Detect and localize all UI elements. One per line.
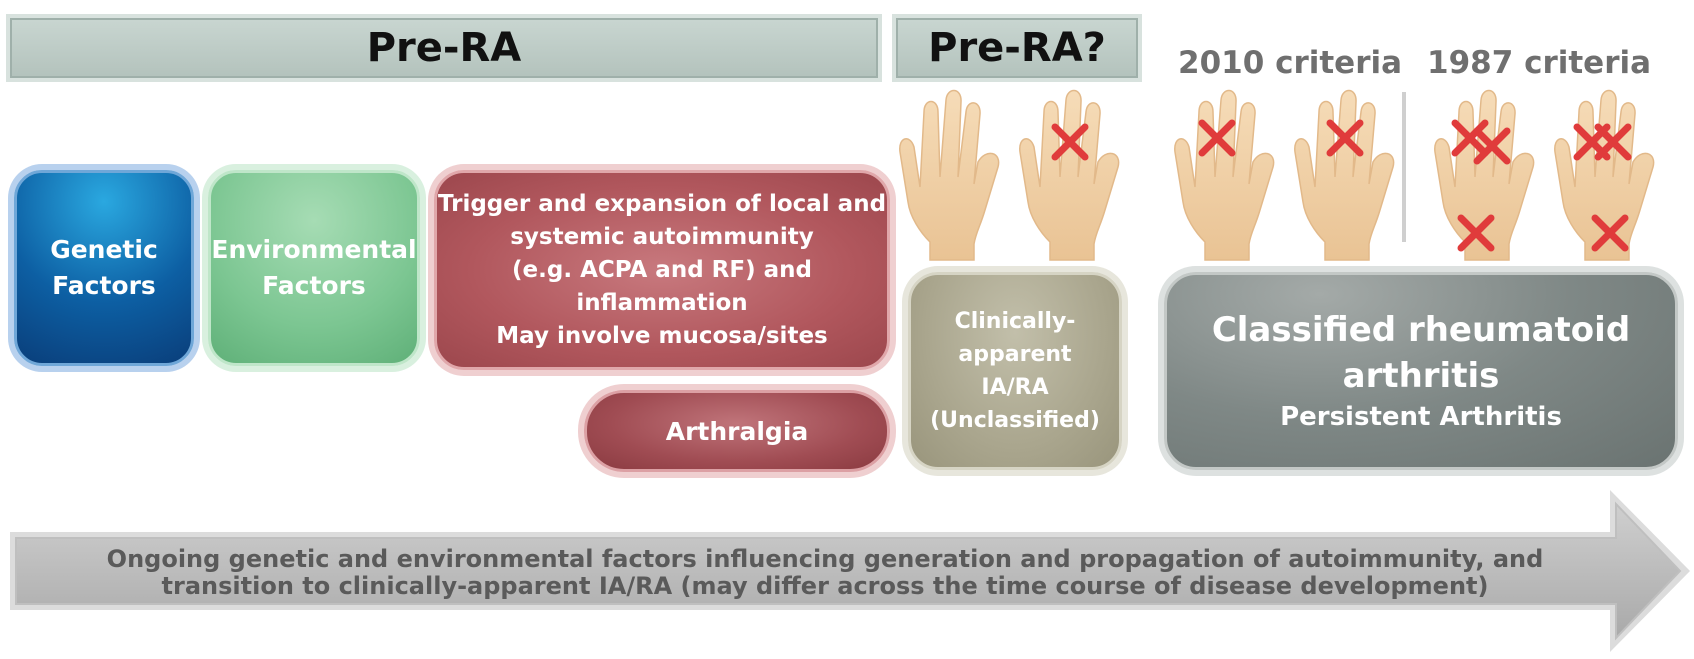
banner-pre-ra-question-label: Pre-RA? [928,25,1106,71]
trigger-line-2: systemic autoimmunity [510,223,814,250]
classified-ra-box: Classified rheumatoid arthritis Persiste… [1164,272,1678,470]
clinically-line-1: Clinically- [954,309,1076,334]
genetic-factors-box: Genetic Factors [14,170,194,366]
hands-illustration [899,89,1655,261]
hand-icon [1294,89,1395,261]
banner-pre-ra-question: Pre-RA? [892,14,1142,82]
arthralgia-box: Arthralgia [584,390,890,472]
hand-icon [899,89,1000,261]
clinically-line-4: (Unclassified) [930,408,1100,433]
trigger-line-1: Trigger and expansion of local and [437,190,887,217]
genetic-line-1: Genetic [50,235,158,264]
arthralgia-label: Arthralgia [665,416,809,446]
clinically-line-3: IA/RA [981,375,1049,400]
timeline-arrow-text: Ongoing genetic and environmental factor… [60,546,1590,600]
clinically-apparent-box: Clinically- apparent IA/RA (Unclassified… [908,272,1122,470]
hand-icon [1174,89,1275,261]
criteria-divider [1402,92,1406,242]
environmental-factors-box: Environmental Factors [208,170,420,366]
hand-icon [1019,89,1120,261]
environmental-line-2: Factors [262,271,366,300]
classified-line-3: Persistent Arthritis [1280,402,1562,432]
banner-pre-ra-label: Pre-RA [366,25,522,71]
classified-line-2: arthritis [1342,356,1500,396]
banner-pre-ra: Pre-RA [6,14,882,82]
genetic-line-2: Factors [52,271,156,300]
arrow-text-line-2: transition to clinically-apparent IA/RA … [161,572,1489,600]
arrow-text-line-1: Ongoing genetic and environmental factor… [106,545,1544,573]
environmental-line-1: Environmental [211,235,417,264]
trigger-line-5: May involve mucosa/sites [496,322,828,349]
trigger-line-4: inflammation [576,289,748,316]
criteria-2010-label: 2010 criteria [1178,45,1403,81]
classified-line-1: Classified rheumatoid [1211,310,1631,350]
trigger-expansion-box: Trigger and expansion of local and syste… [434,170,890,370]
hand-icon [1434,89,1535,261]
timeline-arrow [10,490,1690,652]
criteria-1987-label: 1987 criteria [1427,45,1652,81]
clinically-line-2: apparent [958,342,1072,367]
trigger-line-3: (e.g. ACPA and RF) and [512,256,812,283]
